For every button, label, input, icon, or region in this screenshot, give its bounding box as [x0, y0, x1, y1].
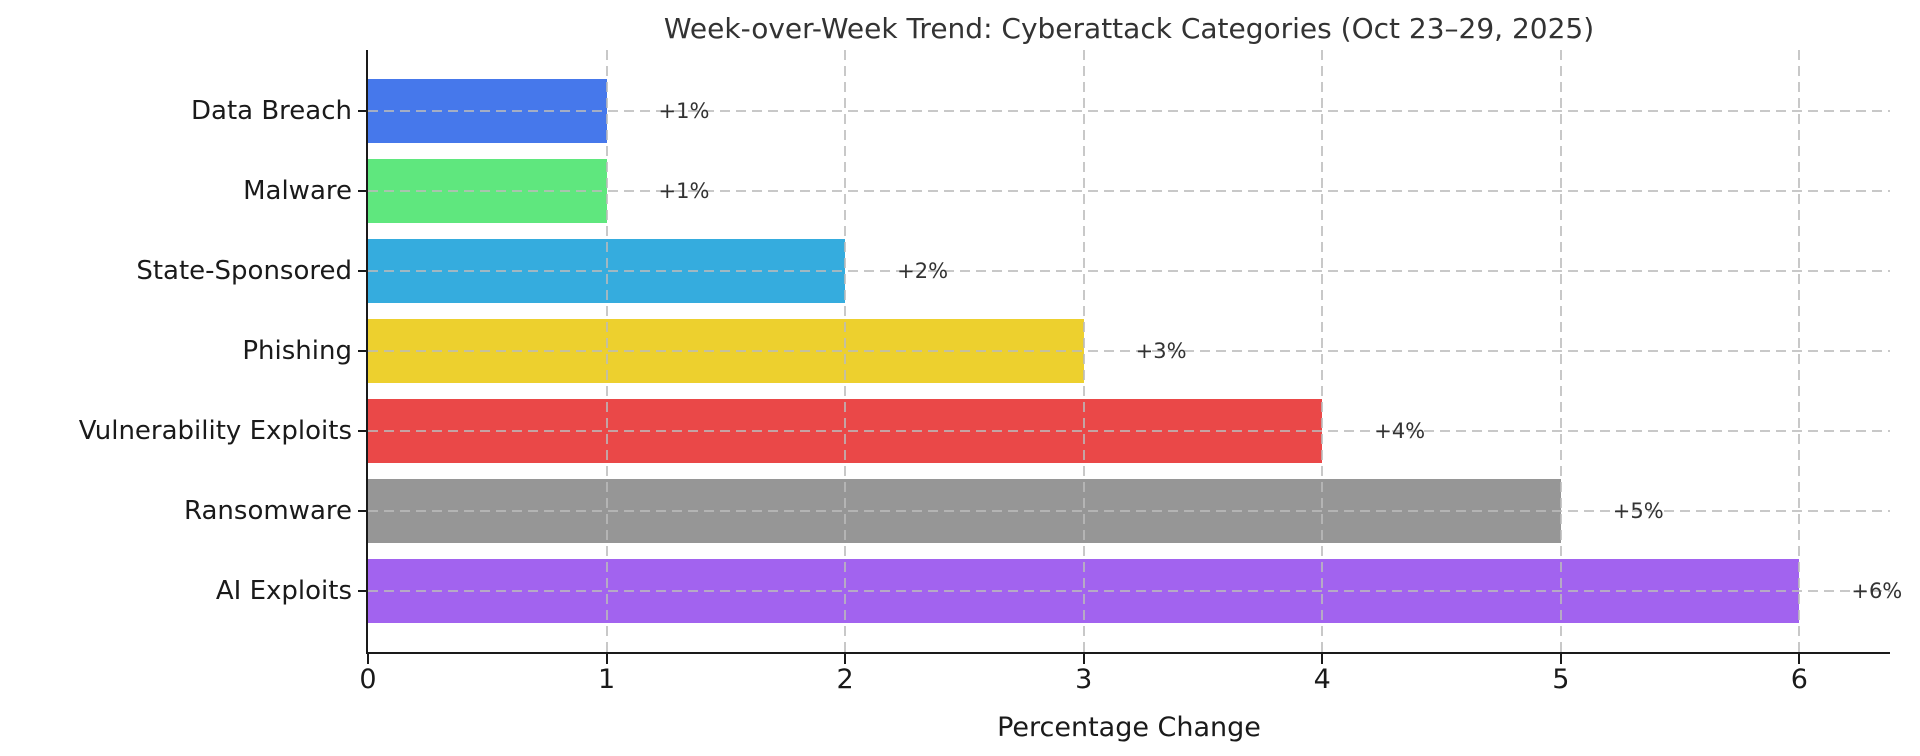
y-tick-mark: [358, 270, 368, 273]
bar-value-label: +1%: [658, 179, 710, 204]
x-tick-label: 4: [1313, 664, 1331, 695]
x-tick-label: 3: [1075, 664, 1093, 695]
bar-value-label: +2%: [897, 259, 949, 284]
x-tick-mark: [1321, 654, 1324, 664]
x-tick-label: 5: [1552, 664, 1570, 695]
x-axis-spine: [366, 652, 1890, 654]
y-tick-mark: [358, 110, 368, 112]
chart-title: Week-over-Week Trend: Cyberattack Catego…: [663, 12, 1595, 45]
gridline-row: [368, 110, 1890, 112]
y-tick-mark: [358, 590, 368, 593]
gridline-row: [368, 430, 1890, 433]
y-tick-label: State-Sponsored: [136, 256, 352, 287]
x-tick-mark: [844, 654, 847, 664]
x-tick-mark: [1559, 654, 1562, 664]
bar-value-label: +1%: [658, 99, 710, 123]
bar-value-label: +4%: [1374, 419, 1426, 444]
y-tick-mark: [358, 430, 368, 433]
x-tick-mark: [367, 654, 369, 664]
y-tick-label: Ransomware: [184, 496, 352, 527]
gridline-row: [368, 350, 1890, 353]
x-tick-mark: [1082, 654, 1085, 664]
x-tick-label: 0: [359, 664, 377, 695]
gridline-row: [368, 510, 1890, 513]
y-tick-mark: [358, 510, 368, 513]
bar-value-label: +3%: [1135, 339, 1187, 364]
bar-value-label: +5%: [1612, 499, 1664, 524]
y-tick-mark: [358, 190, 368, 193]
x-tick-mark: [1798, 654, 1801, 664]
y-tick-mark: [358, 350, 368, 353]
y-tick-label: Phishing: [242, 336, 352, 367]
x-tick-label: 2: [836, 664, 854, 695]
gridline-row: [368, 190, 1890, 193]
bar-value-label: +6%: [1851, 579, 1903, 604]
y-tick-label: Vulnerability Exploits: [78, 416, 352, 447]
plot-area: +1% +1% +2% +3% +4% +5% +6%: [368, 50, 1902, 652]
x-tick-mark: [605, 654, 608, 664]
x-axis-title: Percentage Change: [997, 712, 1261, 743]
y-tick-label: Malware: [243, 176, 352, 207]
y-tick-label: Data Breach: [190, 96, 352, 126]
x-tick-label: 1: [597, 664, 616, 695]
x-tick-label: 6: [1790, 664, 1808, 695]
y-tick-label: AI Exploits: [215, 576, 352, 607]
gridline-row: [368, 590, 1890, 593]
gridline-row: [368, 270, 1890, 273]
